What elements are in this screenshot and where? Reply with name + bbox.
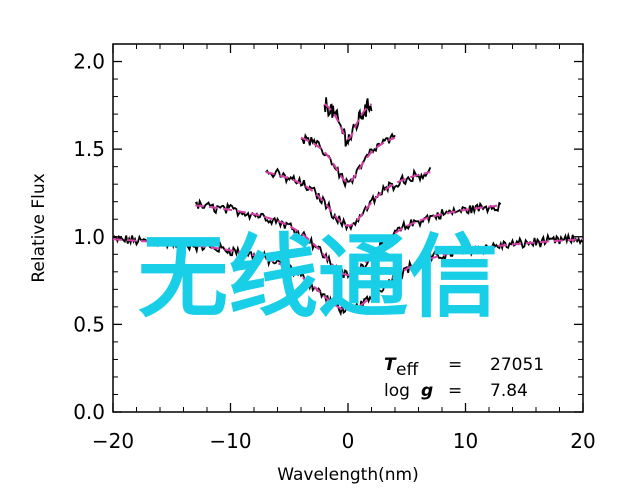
x-axis-ticks: −20 −10 0 10 20 bbox=[92, 44, 596, 453]
model-spectrum-line bbox=[195, 204, 501, 277]
spectrum-series bbox=[300, 132, 396, 189]
x-axis-label: Wavelength(nm) bbox=[277, 465, 418, 485]
model-spectrum-line bbox=[323, 103, 373, 141]
teff-annotation: T eff = 27051 bbox=[384, 355, 544, 380]
teff-subscript: eff bbox=[396, 360, 419, 380]
y-axis-ticks: 0.0 0.5 1.0 1.5 2.0 bbox=[73, 50, 583, 424]
y-tick-label: 0.5 bbox=[73, 312, 105, 336]
observed-spectrum-line bbox=[300, 132, 396, 189]
watermark-text: 无线通信 bbox=[138, 225, 498, 330]
y-axis-label: Relative Flux bbox=[29, 173, 49, 282]
observed-spectrum-line bbox=[265, 167, 432, 232]
logg-equals: = bbox=[448, 381, 462, 401]
model-spectrum-line bbox=[300, 136, 396, 184]
logg-annotation: log g = 7.84 bbox=[384, 381, 528, 401]
model-spectrum-line bbox=[265, 171, 431, 227]
y-tick-label: 2.0 bbox=[73, 50, 105, 74]
y-tick-label: 1.0 bbox=[73, 225, 105, 249]
x-tick-label: 0 bbox=[342, 429, 355, 453]
observed-spectrum-line bbox=[194, 198, 502, 280]
spectrum-series bbox=[265, 167, 432, 232]
spectrum-series bbox=[112, 232, 584, 317]
teff-value: 27051 bbox=[490, 355, 544, 375]
teff-equals: = bbox=[448, 355, 462, 375]
logg-symbol: g bbox=[421, 381, 433, 401]
logg-value: 7.84 bbox=[490, 381, 528, 401]
y-tick-label: 0.0 bbox=[73, 400, 105, 424]
x-tick-label: 10 bbox=[453, 429, 478, 453]
x-tick-label: −10 bbox=[209, 429, 251, 453]
spectrum-series bbox=[194, 198, 502, 280]
y-tick-label: 1.5 bbox=[73, 137, 105, 161]
series-layer bbox=[112, 97, 584, 317]
teff-symbol: T bbox=[384, 355, 397, 375]
model-spectrum-line bbox=[112, 238, 584, 312]
logg-label: log bbox=[384, 381, 410, 401]
x-tick-label: −20 bbox=[92, 429, 134, 453]
x-tick-label: 20 bbox=[570, 429, 595, 453]
spectrum-series bbox=[323, 97, 373, 147]
